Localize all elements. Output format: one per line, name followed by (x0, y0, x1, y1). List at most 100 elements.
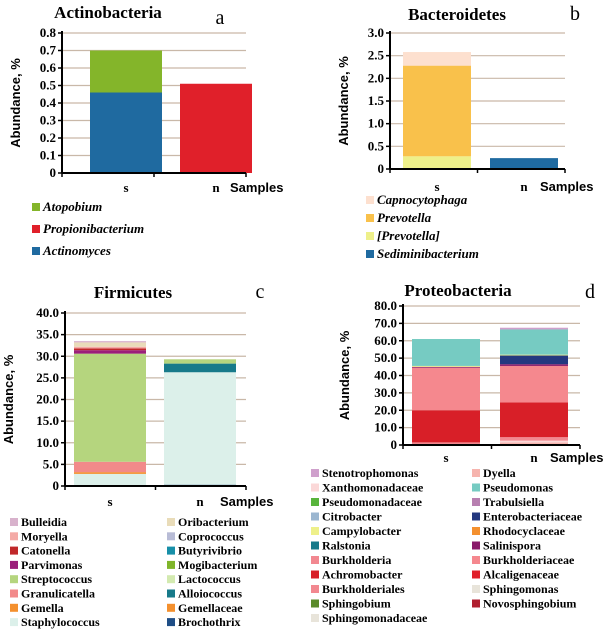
legend-item: Brochothrix (167, 615, 240, 629)
legend-item: Burkholderia (311, 553, 391, 567)
legend-swatch (167, 618, 175, 627)
bar-segment-prevotella-s (403, 156, 471, 169)
legend-item: Burkholderiaceae (472, 553, 575, 567)
bar-segment-actinomyces-s (90, 92, 162, 173)
legend-label: Gemellaceae (178, 601, 243, 615)
chart-title: Firmicutes (94, 283, 173, 302)
legend-swatch (472, 498, 480, 506)
bar-segment-atopobium-s (90, 50, 162, 93)
legend-item: Xanthomonadaceae (311, 481, 424, 495)
bar-segment-pseudomonas-n (500, 329, 568, 355)
legend-swatch (10, 589, 18, 598)
x-tick-label: n (196, 494, 204, 509)
legend-label: Ralstonia (322, 539, 371, 553)
legend-item: Enterobacteriaceae (472, 510, 583, 524)
legend-label: Coprococcus (178, 529, 244, 543)
legend-item: Sediminibacterium (366, 246, 479, 261)
legend-swatch (311, 498, 319, 506)
legend-item: Parvimonas (10, 558, 83, 572)
x-axis-label: Samples (540, 179, 593, 194)
legend-label: Parvimonas (21, 558, 83, 572)
y-tick-label: 40.0 (36, 305, 59, 320)
bar-segment-gemella-s (74, 472, 146, 474)
legend-swatch (472, 469, 480, 477)
legend-swatch (472, 483, 480, 492)
legend-item: Staphylococcus (10, 615, 100, 629)
legend-item: Pseudomonadaceae (311, 495, 423, 509)
legend-label: Catonella (21, 544, 70, 558)
x-tick-label: s (434, 179, 439, 194)
bar-segment-campylobacter-s (412, 365, 480, 367)
legend-item: Coprococcus (167, 529, 244, 543)
legend-swatch (167, 589, 175, 598)
legend-item: Oribacterium (167, 515, 249, 529)
legend-item: Atopobium (32, 199, 102, 214)
x-axis-label: Samples (550, 450, 603, 465)
legend-swatch (311, 599, 319, 608)
y-tick-label: 10.0 (374, 420, 397, 435)
legend-swatch (32, 203, 40, 211)
legend-swatch (167, 560, 175, 569)
legend-item: Campylobacter (311, 524, 402, 538)
legend-item: Alloiococcus (167, 587, 242, 601)
x-tick-label: n (212, 180, 220, 195)
y-tick-label: 2.5 (368, 48, 385, 63)
legend-swatch (366, 214, 374, 222)
y-tick-label: 60.0 (374, 333, 397, 348)
legend-item: Gemella (10, 601, 64, 615)
y-tick-label: 0.5 (40, 78, 57, 93)
legend-item: Sphingobium (311, 597, 391, 611)
legend-swatch (311, 512, 319, 521)
legend-item: Stenotrophomonas (311, 466, 419, 480)
legend-label: Sediminibacterium (377, 246, 479, 261)
legend-swatch (366, 196, 374, 204)
legend-label: Citrobacter (322, 510, 382, 524)
legend-label: Achromobacter (322, 568, 403, 582)
legend-item: Achromobacter (311, 568, 403, 582)
chart-title: Proteobacteria (404, 281, 512, 300)
y-axis-label: Abundance, % (337, 330, 352, 420)
legend-swatch (10, 518, 18, 526)
legend-label: Alloiococcus (178, 587, 242, 601)
bar-segment-dyella-n (500, 442, 568, 445)
legend-label: Oribacterium (178, 515, 249, 529)
legend-swatch (472, 541, 480, 550)
panel-letter: a (216, 7, 225, 29)
legend-label: Campylobacter (322, 524, 402, 538)
bar-segment-staphylococcus-n (164, 372, 236, 485)
bar-segment-salinispora-s (412, 366, 480, 368)
legend-swatch (311, 527, 319, 535)
legend-label: Prevotella (377, 210, 432, 225)
legend-label: Sphingomonas (483, 582, 559, 596)
y-tick-label: 30.0 (36, 348, 59, 363)
x-axis-label: Samples (230, 180, 283, 195)
legend-label: Burkholderia (322, 553, 391, 567)
legend-swatch (167, 518, 175, 526)
bar-segment-oribacterium-s (74, 342, 146, 347)
y-tick-label: 0.5 (368, 138, 385, 153)
legend-label: Brochothrix (178, 615, 240, 629)
y-tick-label: 0.6 (40, 60, 57, 75)
legend-swatch (311, 556, 319, 564)
legend-label: Alcaligenaceae (483, 568, 560, 582)
legend-label: [Prevotella] (377, 228, 440, 243)
bar-segment-alloiococcus-n (164, 363, 236, 373)
legend-swatch (366, 250, 374, 258)
y-tick-label: 0.2 (40, 130, 56, 145)
legend-label: Gemella (21, 601, 64, 615)
bar-segment-salinispora-n (500, 364, 568, 366)
legend-swatch (472, 570, 480, 579)
legend-item: Capnocytophaga (366, 192, 468, 207)
bar-segment-parvimonas-s (74, 350, 146, 354)
bar-segment-moryella-s (74, 346, 146, 349)
x-tick-label: s (123, 180, 128, 195)
legend-swatch (366, 232, 374, 240)
legend-item: Citrobacter (311, 510, 382, 524)
bar-segment-burkholderiaceae-n (500, 365, 568, 403)
legend-swatch (167, 546, 175, 555)
legend-item: Sphingomonadaceae (311, 611, 428, 625)
legend-label: Dyella (483, 466, 516, 480)
legend-item: Ralstonia (311, 539, 371, 553)
legend-item: Mogibacterium (167, 558, 257, 572)
legend-swatch (472, 527, 480, 535)
